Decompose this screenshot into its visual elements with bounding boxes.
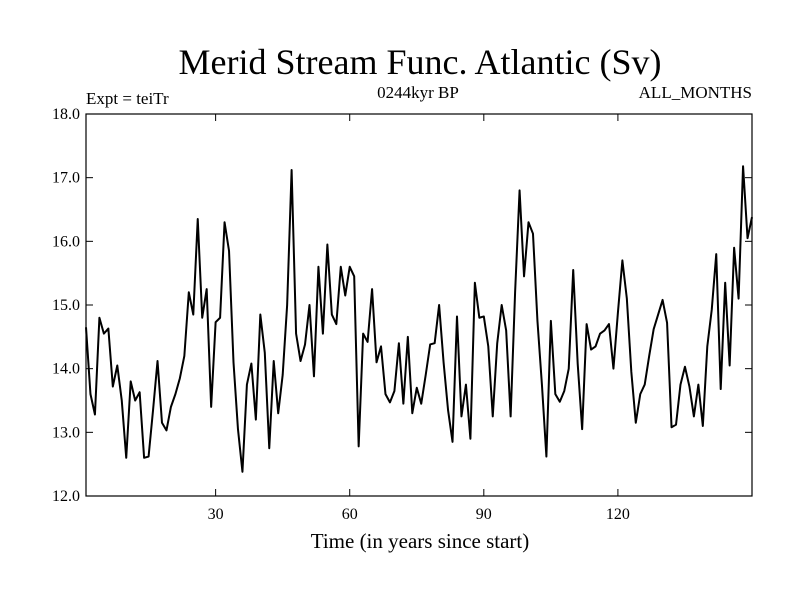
y-tick-label: 14.0 xyxy=(52,361,80,378)
y-tick-label: 13.0 xyxy=(52,424,80,441)
chart-title: Merid Stream Func. Atlantic (Sv) xyxy=(179,42,662,82)
subtitle-left: Expt = teiTr xyxy=(86,89,169,108)
y-tick-label: 18.0 xyxy=(52,106,80,123)
y-axis: 12.0 13.0 14.0 15.0 16.0 17.0 18.0 xyxy=(52,106,752,505)
x-axis: 30 60 90 120 xyxy=(208,114,630,523)
subtitle-center: 0244kyr BP xyxy=(377,83,459,102)
subtitle-right: ALL_MONTHS xyxy=(639,83,752,102)
y-tick-label: 15.0 xyxy=(52,297,80,314)
x-tick-label: 30 xyxy=(208,506,224,523)
x-tick-label: 60 xyxy=(342,506,358,523)
x-tick-label: 90 xyxy=(476,506,492,523)
x-axis-label: Time (in years since start) xyxy=(311,529,530,553)
x-tick-label: 120 xyxy=(606,506,630,523)
plot-frame xyxy=(85,113,753,497)
y-tick-label: 12.0 xyxy=(52,488,80,505)
y-tick-label: 17.0 xyxy=(52,170,80,187)
y-tick-label: 16.0 xyxy=(52,233,80,250)
series-line xyxy=(85,165,753,473)
